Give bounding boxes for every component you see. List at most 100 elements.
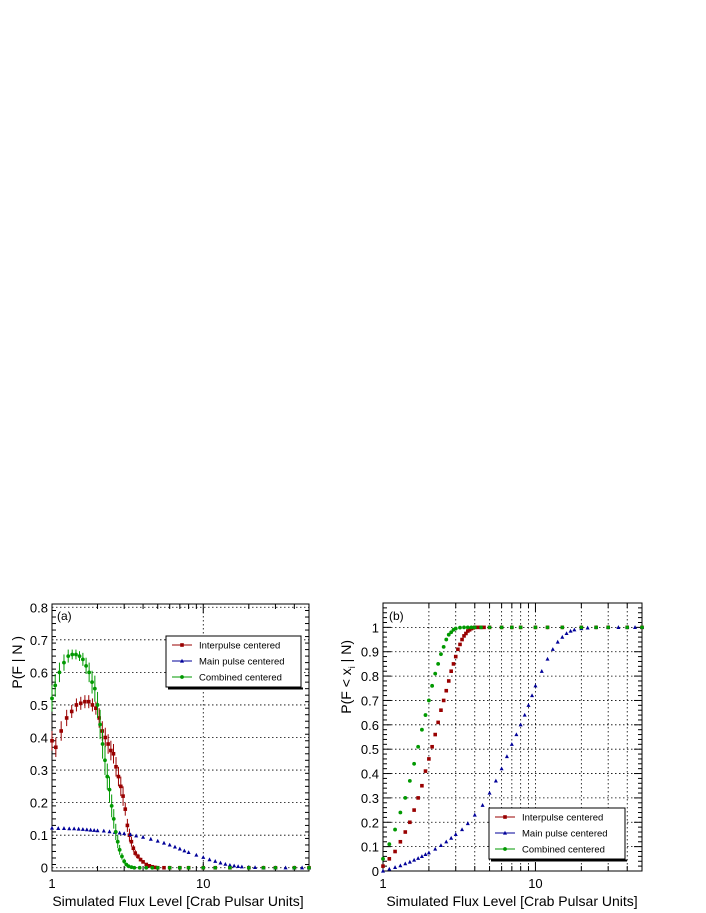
panel-a-series-combined-centered-point [113, 830, 118, 834]
panel-a-series-combined-centered-point [150, 865, 155, 870]
panel-b-series-interpulse-centered-point [423, 769, 428, 773]
panel-b-series-combined-centered-point [465, 625, 470, 630]
panel-b-series-combined-centered-point [449, 630, 454, 635]
panel-a-series-combined-centered-point [167, 865, 172, 870]
panel-a-series-interpulse-centered-point [64, 716, 69, 720]
panel-a-series-interpulse-centered-point [162, 865, 166, 870]
panel-b-series-interpulse-centered-point [462, 634, 466, 638]
panel-b-series-interpulse-centered-point [476, 625, 480, 630]
panel-a-series-interpulse-centered-point [153, 865, 157, 870]
panel-a-x-tick-label: 10 [196, 876, 210, 891]
panel-b-series-main-pulse-centered-point [564, 631, 569, 636]
panel-a-series-interpulse-centered-point [54, 745, 58, 750]
panel-b-series-main-pulse-centered-point [460, 827, 465, 832]
panel-b-series-main-pulse-centered-point [572, 627, 577, 632]
panel-b-series-main-pulse-centered-point [453, 832, 458, 837]
panel-b-series-main-pulse-centered-point [387, 866, 392, 871]
panel-a-series-interpulse-centered-point [103, 735, 108, 740]
panel-a-series-combined-centered-point [80, 657, 85, 662]
panel-b-series-combined-centered-point [469, 625, 474, 630]
panel-a-series-main-pulse-centered-point [61, 826, 66, 830]
panel-b-series-interpulse-centered-point [444, 688, 449, 693]
panel-a-series-main-pulse-centered-point [50, 825, 54, 830]
panel-a-series-combined-centered-point [228, 865, 232, 870]
panel-a-y-tick-label: 0 [41, 861, 48, 876]
panel-a-series-main-pulse-centered-point [117, 830, 122, 835]
panel-b-series-interpulse-centered-point [460, 637, 464, 642]
panel-a-series-combined-centered-point [273, 865, 278, 870]
panel-b-y-tick-label: 0.4 [361, 767, 379, 782]
panel-b-series-combined-centered-point [420, 727, 424, 732]
panel-a-series-combined-centered-point [62, 660, 66, 665]
panel-a-series-interpulse-centered-point [131, 846, 136, 851]
panel-b-x-tick-label: 10 [528, 876, 542, 891]
panel-a-series-main-pulse-centered-point [300, 865, 305, 870]
panel-b-series-main-pulse-centered-point [487, 790, 492, 795]
panel-a-series-combined-centered-point [95, 703, 100, 707]
panel-b-series-combined-centered-point [509, 625, 514, 630]
panel-b-series-main-pulse-centered-point [472, 812, 477, 817]
panel-a-series-main-pulse-centered-point [227, 862, 232, 867]
panel-b-series-main-pulse-centered-point [493, 778, 498, 783]
panel-a-series-combined-centered-point [92, 686, 97, 691]
panel-b-series-main-pulse-centered-point [585, 625, 590, 630]
panel-b-series-main-pulse-centered-point [412, 857, 417, 862]
panel-b-series-combined-centered-point [594, 625, 599, 630]
panel-b-series-interpulse-centered-point [482, 625, 486, 630]
panel-a-x-axis-label: Simulated Flux Level [Crab Pulsar Units] [52, 893, 303, 909]
panel-b-series-main-pulse-centered-point [423, 852, 428, 857]
panel-a-series-combined-centered-point [109, 803, 114, 808]
panel-a-series-combined-centered-point [246, 865, 251, 870]
panel-b-legend-marker [503, 830, 507, 835]
panel-b-series-combined-centered-point [444, 637, 449, 642]
panel-a-series-combined-centered-point [120, 854, 124, 859]
panel-b-series-interpulse-centered-point [408, 820, 412, 825]
panel-b-y-tick-label: 0.7 [361, 693, 379, 708]
panel-a: 1 10 0 0.1 0.2 0.3 0.4 0.5 0.6 0.7 0.8 Simulated Fl… [9, 600, 311, 909]
panel-a-y-tick-label: 0.7 [30, 633, 48, 648]
panel-b-series-main-pulse-centered-point [509, 742, 514, 746]
panel-b-y-tick-label: 0.6 [361, 718, 379, 733]
panel-a-series-interpulse-centered-point [109, 748, 113, 753]
panel-a-series-main-pulse-centered-point [186, 850, 191, 855]
panel-b-series-interpulse-centered-point [416, 796, 420, 800]
panel-a-series-main-pulse-centered-point [213, 859, 218, 863]
panel-b-series-combined-centered-point [387, 842, 392, 847]
panel-a-series-combined-centered-point [103, 758, 107, 763]
panel-a-series-combined-centered-point [53, 683, 58, 688]
panel-a-series-main-pulse-centered-point [72, 826, 77, 831]
panel-b-series-interpulse-centered-point [464, 631, 468, 636]
panel-b-series-main-pulse-centered-point [616, 625, 621, 629]
panel-b-series-interpulse-centered-point [441, 698, 446, 703]
panel-a-series-main-pulse-centered-point [95, 828, 100, 833]
panel-b-series-combined-centered-point [403, 796, 408, 800]
panel-b-series-interpulse-centered-point [420, 783, 424, 788]
panel-b-legend-marker [503, 815, 507, 819]
panel-a-series-combined-centered-point [74, 652, 78, 657]
panel-b: 1 1000.10.20.30.40.50.60.70.80.91Simulate… [338, 602, 644, 909]
panel-b-y-tick-label: 0.8 [361, 669, 379, 684]
panel-b-x-tick-label: 1 [379, 876, 386, 891]
panel-a-series-main-pulse-centered-point [122, 831, 127, 836]
panel-a-series-interpulse-centered-point [97, 716, 101, 720]
panel-a-panel-label: (a) [57, 609, 72, 623]
panel-b-frame [382, 602, 643, 872]
panel-b-series-main-pulse-centered-point [539, 669, 544, 673]
panel-b-series-combined-centered-point [423, 713, 428, 717]
panel-b-legend-label: Combined centered [522, 845, 605, 856]
panel-a-series-interpulse-centered-point [69, 709, 74, 714]
panel-a-series-main-pulse-centered-point [141, 834, 146, 839]
panel-b-series-main-pulse-centered-point [555, 639, 560, 644]
panel-b-series-combined-centered-point [412, 761, 417, 766]
panel-b-series-main-pulse-centered-point [419, 854, 424, 858]
panel-b-series-combined-centered-point [381, 856, 385, 861]
panel-b-series-main-pulse-centered-point [444, 839, 449, 844]
panel-b-series-main-pulse-centered-point [533, 683, 538, 688]
panel-a-series-combined-centered-point [155, 865, 160, 870]
panel-a-series-interpulse-centered-point [106, 742, 110, 746]
panel-b-series-main-pulse-centered-point [530, 693, 535, 698]
panel-a-y-tick-label: 0.1 [30, 828, 48, 843]
panel-a-y-tick-label: 0.2 [30, 796, 48, 811]
panel-a-series-interpulse-centered-point [59, 729, 63, 733]
panel-b-series-interpulse-centered-point [458, 642, 462, 647]
